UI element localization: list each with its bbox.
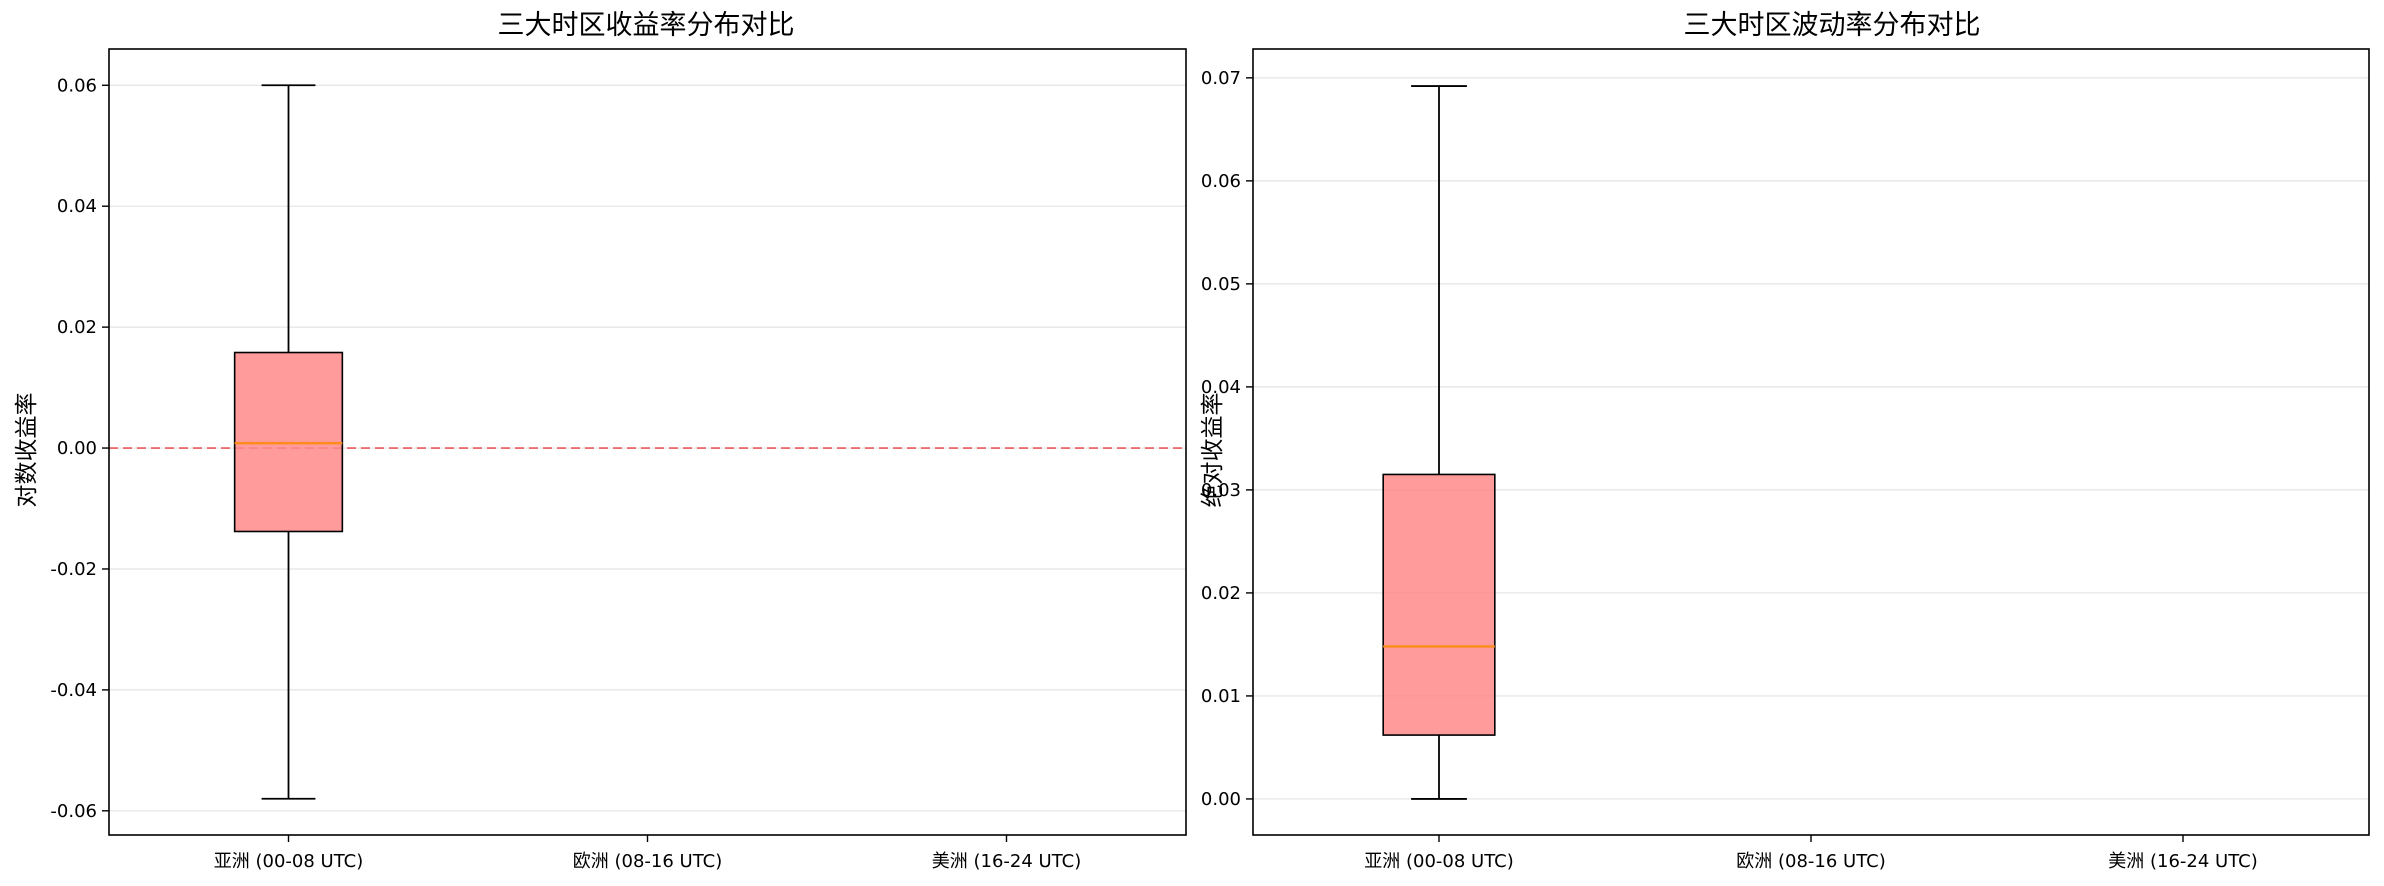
y-axis: 0.00 0.01 0.02 0.03 0.04 0.05 0.06 0.07 [1201, 68, 1253, 810]
returns-boxplot-panel: 三大时区收益率分布对比 对数收益率 -0.06 -0.04 -0.02 0.00 0.0… [14, 10, 1187, 872]
y-tick-label: 0.06 [57, 75, 97, 96]
box-series [1382, 85, 1496, 800]
y-tick-label: -0.02 [50, 559, 97, 580]
y-tick-label: 0.01 [1201, 686, 1241, 707]
y-tick-label: 0.04 [1201, 377, 1241, 398]
y-axis-label: 对数收益率 [14, 393, 40, 508]
x-axis: 亚洲 (00-08 UTC) 欧洲 (08-16 UTC) 美洲 (16-24 UT… [1364, 835, 2258, 872]
x-tick-label: 欧洲 (08-16 UTC) [1736, 851, 1885, 872]
box-plot [233, 84, 344, 800]
y-axis: -0.06 -0.04 -0.02 0.00 0.02 0.04 0.06 [50, 75, 109, 822]
x-tick-label: 亚洲 (00-08 UTC) [1364, 851, 1513, 872]
chart-title: 三大时区波动率分布对比 [1684, 10, 1981, 41]
y-tick-label: 0.05 [1201, 274, 1241, 295]
y-tick-label: 0.02 [57, 317, 97, 338]
y-tick-label: 0.02 [1201, 583, 1241, 604]
x-axis: 亚洲 (00-08 UTC) 欧洲 (08-16 UTC) 美洲 (16-24 UT… [214, 835, 1081, 872]
x-tick-label: 美洲 (16-24 UTC) [932, 851, 1081, 872]
volatility-boxplot-panel: 三大时区波动率分布对比 绝对收益率 0.000.010.020.030.040.… [1200, 10, 2370, 872]
y-tick-label: 0.03 [1201, 480, 1241, 501]
y-tick-label: -0.06 [50, 801, 97, 822]
iqr-box [233, 351, 344, 533]
y-axis-label: 绝对收益率 [1200, 393, 1226, 508]
y-tick-label: 0.06 [1201, 171, 1241, 192]
x-tick-label: 亚洲 (00-08 UTC) [214, 851, 363, 872]
x-tick-label: 欧洲 (08-16 UTC) [573, 851, 722, 872]
chart-title: 三大时区收益率分布对比 [498, 10, 795, 41]
y-tick-label: -0.04 [50, 680, 97, 701]
y-tick-label: 0.07 [1201, 68, 1241, 89]
y-tick-label: 0.00 [57, 438, 97, 459]
box-plot [1382, 85, 1496, 800]
x-tick-label: 美洲 (16-24 UTC) [2108, 851, 2257, 872]
iqr-box [1382, 473, 1496, 736]
y-tick-label: 0.04 [57, 196, 97, 217]
box-series [233, 84, 344, 800]
y-tick-label: 0.00 [1201, 789, 1241, 810]
